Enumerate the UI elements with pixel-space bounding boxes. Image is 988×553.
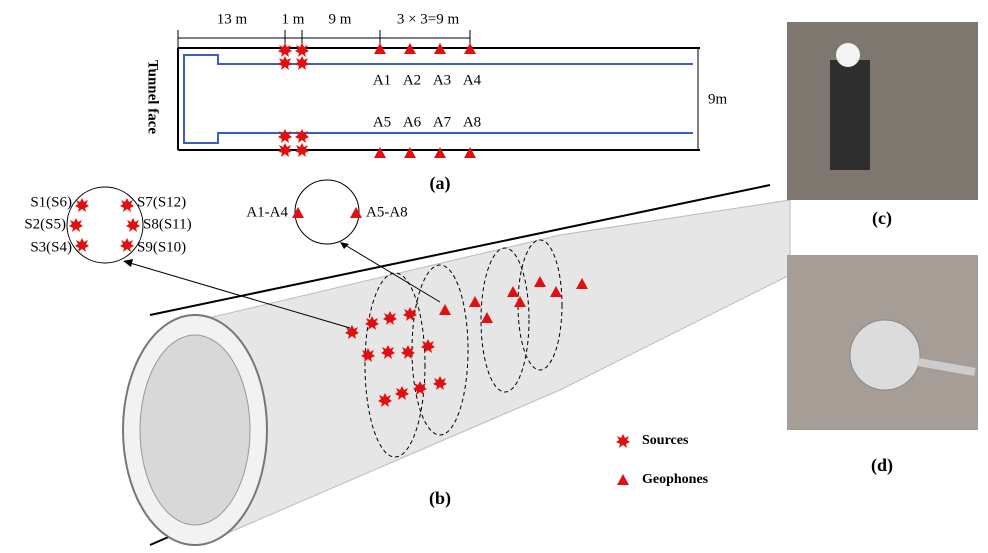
panel-a: 13 m 1 m 9 m 3 × 3=9 m 9m Tunnel face A1… (145, 11, 728, 194)
figure: 13 m 1 m 9 m 3 × 3=9 m 9m Tunnel face A1… (0, 0, 988, 553)
source-label: S8(S11) (143, 216, 192, 232)
geophone-label: A2 (403, 72, 421, 88)
geophone-label: A8 (463, 114, 481, 130)
panel-c: (c) (787, 22, 978, 229)
dimension: 9 m (329, 11, 352, 27)
tunnel-face-label: Tunnel face (145, 60, 161, 134)
geophone-group-label: A5-A8 (366, 204, 408, 220)
source-label: S9(S10) (137, 239, 186, 255)
caption: (c) (872, 208, 892, 229)
legend-label: Geophones (642, 472, 709, 487)
caption: (b) (429, 488, 451, 509)
panel-d: (d) (787, 255, 978, 476)
source-label: S2(S5) (24, 216, 66, 232)
geophone-label: A5 (373, 114, 391, 130)
geophone-label: A4 (463, 72, 482, 88)
sources (278, 43, 309, 157)
dimension: 13 m (217, 11, 248, 27)
source-label: S1(S6) (30, 194, 72, 210)
legend-label: Sources (642, 433, 689, 448)
source-label: S3(S4) (30, 239, 72, 255)
geophone-label: A1 (373, 72, 391, 88)
geophone-label: A6 (403, 114, 422, 130)
caption: (d) (871, 455, 893, 476)
geophone-label: A3 (433, 72, 451, 88)
source-label: S7(S12) (137, 194, 186, 210)
dimension: 3 × 3=9 m (397, 11, 460, 27)
caption: (a) (430, 173, 451, 194)
geophone-label: A7 (433, 114, 452, 130)
geophone-group-label: A1-A4 (246, 204, 288, 220)
panel-b: S1(S6) S2(S5) S3(S4) S7(S12) S8(S11) S9(… (24, 180, 790, 545)
geophones (374, 43, 476, 158)
dimension: 9m (708, 91, 728, 107)
dimension: 1 m (282, 11, 305, 27)
